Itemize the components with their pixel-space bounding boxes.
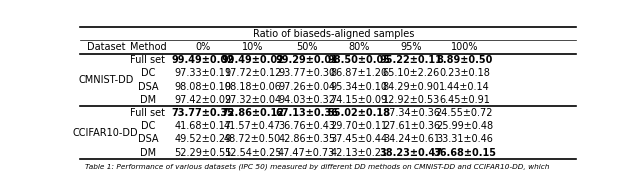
Text: 25.99±0.48: 25.99±0.48 — [436, 121, 493, 131]
Text: 41.57±0.47: 41.57±0.47 — [224, 121, 281, 131]
Text: 100%: 100% — [451, 42, 478, 52]
Text: Table 1: Performance of various datasets (IPC 50) measured by different DD metho: Table 1: Performance of various datasets… — [85, 163, 549, 170]
Text: 27.61±0.36: 27.61±0.36 — [383, 121, 440, 131]
Text: 42.86±0.35: 42.86±0.35 — [278, 135, 335, 144]
Text: 10%: 10% — [242, 42, 263, 52]
Text: 34.24±0.61: 34.24±0.61 — [383, 135, 440, 144]
Text: 97.26±0.04: 97.26±0.04 — [278, 82, 335, 92]
Text: 95.22±0.11: 95.22±0.11 — [380, 55, 443, 65]
Text: 72.86±0.12: 72.86±0.12 — [221, 108, 284, 118]
Text: 38.23±0.47: 38.23±0.47 — [380, 148, 443, 158]
Text: 52.29±0.51: 52.29±0.51 — [174, 148, 232, 158]
Text: 65.10±2.26: 65.10±2.26 — [383, 68, 440, 78]
Text: 97.42±0.02: 97.42±0.02 — [174, 95, 232, 105]
Text: 98.18±0.06: 98.18±0.06 — [224, 82, 281, 92]
Text: 24.55±0.72: 24.55±0.72 — [436, 108, 493, 118]
Text: 84.29±0.90: 84.29±0.90 — [383, 82, 440, 92]
Text: 95.34±0.10: 95.34±0.10 — [330, 82, 387, 92]
Text: DC: DC — [141, 121, 155, 131]
Text: 37.45±0.44: 37.45±0.44 — [330, 135, 387, 144]
Text: 48.72±0.50: 48.72±0.50 — [224, 135, 281, 144]
Text: DM: DM — [140, 95, 156, 105]
Text: 1.44±0.14: 1.44±0.14 — [439, 82, 490, 92]
Text: 33.31±0.46: 33.31±0.46 — [436, 135, 493, 144]
Text: 86.87±1.20: 86.87±1.20 — [330, 68, 387, 78]
Text: 67.13±0.36: 67.13±0.36 — [275, 108, 338, 118]
Text: Dataset: Dataset — [86, 42, 125, 52]
Text: 99.29±0.01: 99.29±0.01 — [275, 55, 338, 65]
Text: 6.45±0.91: 6.45±0.91 — [439, 95, 490, 105]
Text: 99.49±0.02: 99.49±0.02 — [172, 55, 234, 65]
Text: 93.77±0.30: 93.77±0.30 — [278, 68, 335, 78]
Text: DSA: DSA — [138, 82, 158, 92]
Text: Full set: Full set — [131, 55, 166, 65]
Text: 98.50±0.05: 98.50±0.05 — [327, 55, 390, 65]
Text: 12.92±0.53: 12.92±0.53 — [383, 95, 440, 105]
Text: Ratio of biaseds-aligned samples: Ratio of biaseds-aligned samples — [253, 29, 414, 39]
Text: 52.54±0.25: 52.54±0.25 — [224, 148, 282, 158]
Text: 97.33±0.11: 97.33±0.11 — [175, 68, 232, 78]
Text: DC: DC — [141, 68, 155, 78]
Text: 94.03±0.32: 94.03±0.32 — [278, 95, 335, 105]
Text: 36.76±0.43: 36.76±0.43 — [278, 121, 335, 131]
Text: Method: Method — [130, 42, 166, 52]
Text: DM: DM — [140, 148, 156, 158]
Text: 29.70±0.11: 29.70±0.11 — [330, 121, 387, 131]
Text: 50%: 50% — [296, 42, 317, 52]
Text: 95%: 95% — [401, 42, 422, 52]
Text: 97.72±0.12: 97.72±0.12 — [224, 68, 282, 78]
Text: 36.68±0.15: 36.68±0.15 — [433, 148, 496, 158]
Text: 49.52±0.29: 49.52±0.29 — [174, 135, 232, 144]
Text: 42.13±0.21: 42.13±0.21 — [330, 148, 387, 158]
Text: 0.23±0.18: 0.23±0.18 — [439, 68, 490, 78]
Text: 8.89±0.50: 8.89±0.50 — [436, 55, 493, 65]
Text: DSA: DSA — [138, 135, 158, 144]
Text: 99.49±0.02: 99.49±0.02 — [221, 55, 284, 65]
Text: 41.68±0.17: 41.68±0.17 — [175, 121, 232, 131]
Text: 55.02±0.18: 55.02±0.18 — [327, 108, 390, 118]
Text: 73.77±0.35: 73.77±0.35 — [172, 108, 234, 118]
Text: CMNIST-DD: CMNIST-DD — [78, 75, 134, 85]
Text: 0%: 0% — [195, 42, 211, 52]
Text: 97.32±0.04: 97.32±0.04 — [224, 95, 281, 105]
Text: 80%: 80% — [348, 42, 369, 52]
Text: 47.47±0.73: 47.47±0.73 — [278, 148, 335, 158]
Text: 37.34±0.36: 37.34±0.36 — [383, 108, 440, 118]
Text: 98.08±0.10: 98.08±0.10 — [175, 82, 232, 92]
Text: CCIFAR10-DD: CCIFAR10-DD — [73, 128, 139, 138]
Text: 74.15±0.09: 74.15±0.09 — [330, 95, 387, 105]
Text: Full set: Full set — [131, 108, 166, 118]
